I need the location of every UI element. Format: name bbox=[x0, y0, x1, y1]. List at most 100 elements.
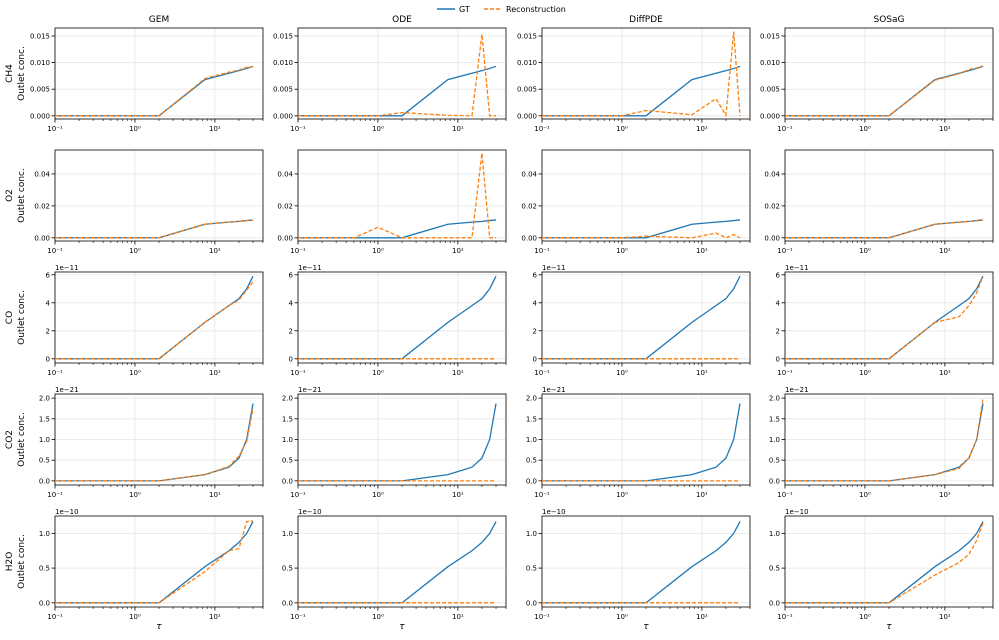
x-tick-label: 10¹ bbox=[939, 491, 951, 499]
series-line-reconstruction bbox=[785, 219, 984, 239]
y-tick-label: 0.5 bbox=[39, 565, 50, 573]
x-tick-label: 10⁰ bbox=[372, 247, 384, 255]
y-tick-label: 0.0 bbox=[39, 477, 50, 485]
x-tick-label: 10⁻¹ bbox=[777, 613, 793, 621]
y-tick-label: 6 bbox=[776, 271, 781, 279]
y-axis-exponent: 1e−11 bbox=[785, 264, 809, 272]
y-tick-label: 0.02 bbox=[764, 202, 780, 210]
y-tick-label: 0.04 bbox=[521, 170, 537, 178]
x-tick-label: 10⁻¹ bbox=[290, 247, 306, 255]
x-axis-label: τ bbox=[643, 622, 649, 632]
x-tick-label: 10⁻¹ bbox=[47, 491, 63, 499]
y-tick-label: 0.000 bbox=[760, 112, 780, 120]
x-tick-label: 10¹ bbox=[452, 125, 464, 133]
x-tick-label: 10⁰ bbox=[859, 491, 871, 499]
y-tick-label: 0.5 bbox=[769, 565, 780, 573]
y-tick-label: 4 bbox=[289, 299, 294, 307]
x-tick-label: 10⁰ bbox=[616, 247, 628, 255]
panel-frame bbox=[54, 515, 264, 608]
series-line-reconstruction bbox=[298, 153, 497, 239]
x-tick-label: 10¹ bbox=[939, 613, 951, 621]
x-tick-label: 10⁻¹ bbox=[534, 613, 550, 621]
y-tick-label: 0.02 bbox=[277, 202, 293, 210]
x-tick-label: 10¹ bbox=[696, 613, 708, 621]
y-tick-label: 1.0 bbox=[526, 436, 537, 444]
x-tick-label: 10¹ bbox=[452, 247, 464, 255]
x-tick-label: 10⁻¹ bbox=[534, 369, 550, 377]
y-tick-label: 1.0 bbox=[282, 530, 293, 538]
panel-frame bbox=[784, 271, 994, 364]
y-tick-label: 0.000 bbox=[273, 112, 293, 120]
x-tick-label: 10⁻¹ bbox=[777, 125, 793, 133]
y-tick-label: 0.5 bbox=[282, 565, 293, 573]
x-tick-label: 10⁰ bbox=[859, 369, 871, 377]
y-tick-label: 0 bbox=[289, 355, 293, 363]
y-tick-label: 1.5 bbox=[282, 415, 293, 423]
y-tick-label: 0.0 bbox=[282, 599, 293, 607]
y-tick-label: 0.5 bbox=[39, 457, 50, 465]
series-line-gt bbox=[542, 403, 741, 482]
column-title: GEM bbox=[149, 15, 169, 25]
x-tick-label: 10¹ bbox=[939, 247, 951, 255]
x-tick-label: 10⁰ bbox=[129, 125, 141, 133]
y-tick-label: 2.0 bbox=[282, 395, 293, 403]
y-tick-label: 6 bbox=[46, 271, 51, 279]
y-tick-label: 1.0 bbox=[769, 436, 780, 444]
y-axis-label: Outlet conc. bbox=[17, 412, 27, 467]
y-tick-label: 0.0 bbox=[526, 477, 537, 485]
y-tick-label: 0.00 bbox=[277, 234, 293, 242]
y-tick-label: 6 bbox=[533, 271, 538, 279]
series-line-reconstruction bbox=[542, 232, 741, 239]
x-axis-label: τ bbox=[886, 622, 892, 632]
x-tick-label: 10¹ bbox=[209, 613, 221, 621]
x-tick-label: 10⁻¹ bbox=[534, 125, 550, 133]
panel-frame bbox=[297, 149, 507, 242]
y-tick-label: 0.015 bbox=[273, 32, 293, 40]
y-tick-label: 0.5 bbox=[282, 457, 293, 465]
x-tick-label: 10⁰ bbox=[129, 369, 141, 377]
y-tick-label: 4 bbox=[46, 299, 51, 307]
y-axis-label-species: O2 bbox=[5, 189, 15, 202]
x-tick-label: 10⁰ bbox=[372, 613, 384, 621]
y-tick-label: 2 bbox=[533, 327, 537, 335]
y-axis-label: Outlet conc. bbox=[17, 290, 27, 345]
x-tick-label: 10¹ bbox=[209, 247, 221, 255]
y-tick-label: 0.0 bbox=[282, 477, 293, 485]
column-title: DiffPDE bbox=[629, 15, 663, 25]
x-tick-label: 10¹ bbox=[209, 125, 221, 133]
x-tick-label: 10¹ bbox=[939, 369, 951, 377]
y-tick-label: 0.010 bbox=[30, 59, 50, 67]
x-tick-label: 10¹ bbox=[452, 491, 464, 499]
x-tick-label: 10⁰ bbox=[616, 613, 628, 621]
y-tick-label: 0.005 bbox=[273, 86, 293, 94]
x-tick-label: 10⁻¹ bbox=[290, 491, 306, 499]
y-axis-label-species: CO bbox=[5, 311, 15, 324]
x-tick-label: 10⁻¹ bbox=[777, 369, 793, 377]
y-tick-label: 1.5 bbox=[526, 415, 537, 423]
x-tick-label: 10⁻¹ bbox=[777, 491, 793, 499]
y-tick-label: 1.5 bbox=[39, 415, 50, 423]
y-tick-label: 0.04 bbox=[764, 170, 780, 178]
y-tick-label: 1.0 bbox=[39, 436, 50, 444]
y-axis-exponent: 1e−10 bbox=[55, 508, 79, 516]
y-axis-label: Outlet conc. bbox=[17, 46, 27, 101]
panel-frame bbox=[784, 27, 994, 120]
y-tick-label: 2 bbox=[289, 327, 293, 335]
x-tick-label: 10⁰ bbox=[616, 125, 628, 133]
y-axis-exponent: 1e−10 bbox=[298, 508, 322, 516]
x-tick-label: 10¹ bbox=[696, 247, 708, 255]
y-tick-label: 0.04 bbox=[277, 170, 293, 178]
x-tick-label: 10⁻¹ bbox=[534, 491, 550, 499]
series-line-gt bbox=[298, 275, 497, 360]
x-tick-label: 10⁰ bbox=[372, 125, 384, 133]
series-line-reconstruction bbox=[298, 34, 497, 117]
y-tick-label: 2 bbox=[776, 327, 780, 335]
y-tick-label: 0.00 bbox=[521, 234, 537, 242]
panel-frame bbox=[541, 271, 751, 364]
x-axis-label: τ bbox=[399, 622, 405, 632]
x-tick-label: 10⁻¹ bbox=[534, 247, 550, 255]
x-tick-label: 10⁰ bbox=[372, 369, 384, 377]
y-tick-label: 0.5 bbox=[526, 565, 537, 573]
